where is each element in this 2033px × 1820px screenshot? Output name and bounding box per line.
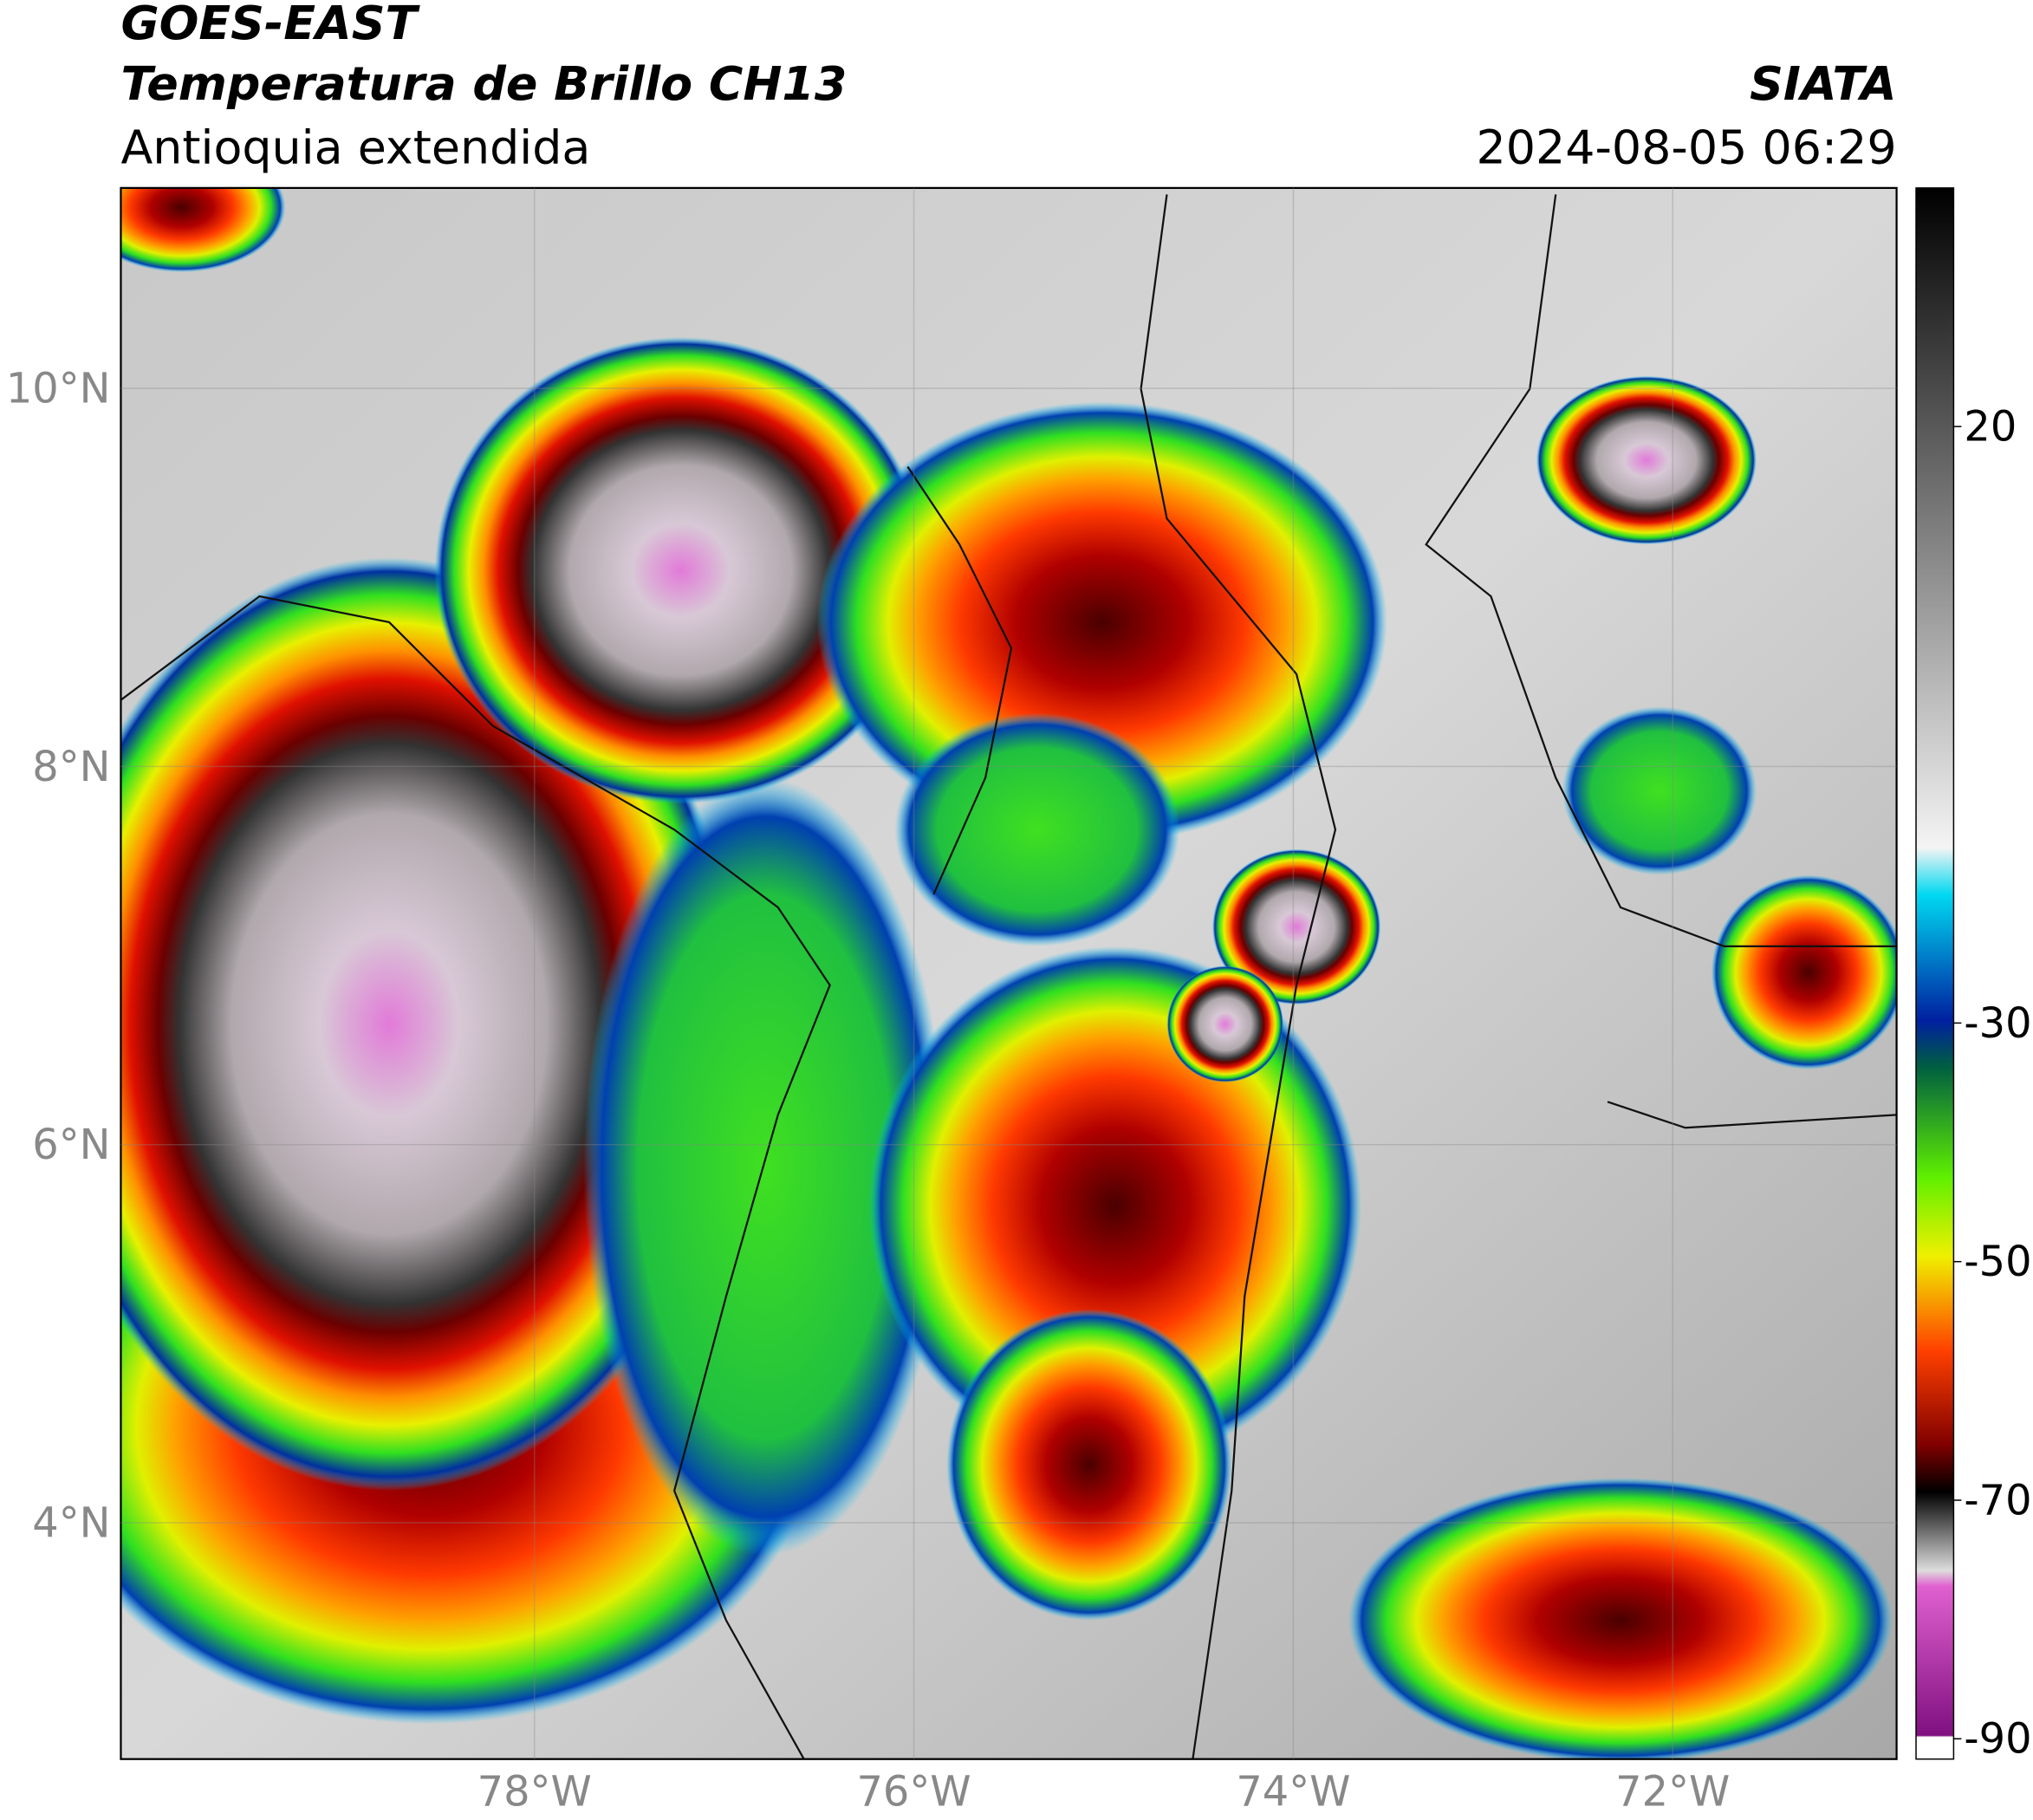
colorbar-tick-label: -70 (1964, 1477, 2031, 1524)
x-tick-label: 76°W (856, 1769, 971, 1817)
y-tick-label: 8°N (32, 744, 110, 791)
colorbar-tick-label: -90 (1964, 1716, 2031, 1764)
colorbar-tick-label: -50 (1964, 1238, 2031, 1286)
timestamp: 2024-08-05 06:29 (1477, 120, 1897, 174)
colorbar (1915, 187, 1955, 1760)
x-tick-label: 74°W (1236, 1769, 1350, 1817)
region: Antioquia extendida (120, 120, 590, 174)
colorbar-tick-label: -30 (1964, 1000, 2031, 1048)
title: GOES-EAST (120, 0, 420, 50)
x-tick-label: 72°W (1615, 1769, 1730, 1817)
map-frame (120, 186, 1898, 1760)
colorbar-tick-label: 20 (1964, 404, 2017, 452)
y-tick-label: 6°N (32, 1121, 110, 1169)
y-tick-label: 4°N (32, 1499, 110, 1547)
satellite-image (120, 187, 1897, 1759)
y-tick-label: 10°N (6, 366, 111, 413)
source: SIATA (1750, 56, 1897, 111)
subtitle: Temperatura de Brillo CH13 (120, 56, 847, 111)
x-tick-label: 78°W (477, 1769, 592, 1817)
